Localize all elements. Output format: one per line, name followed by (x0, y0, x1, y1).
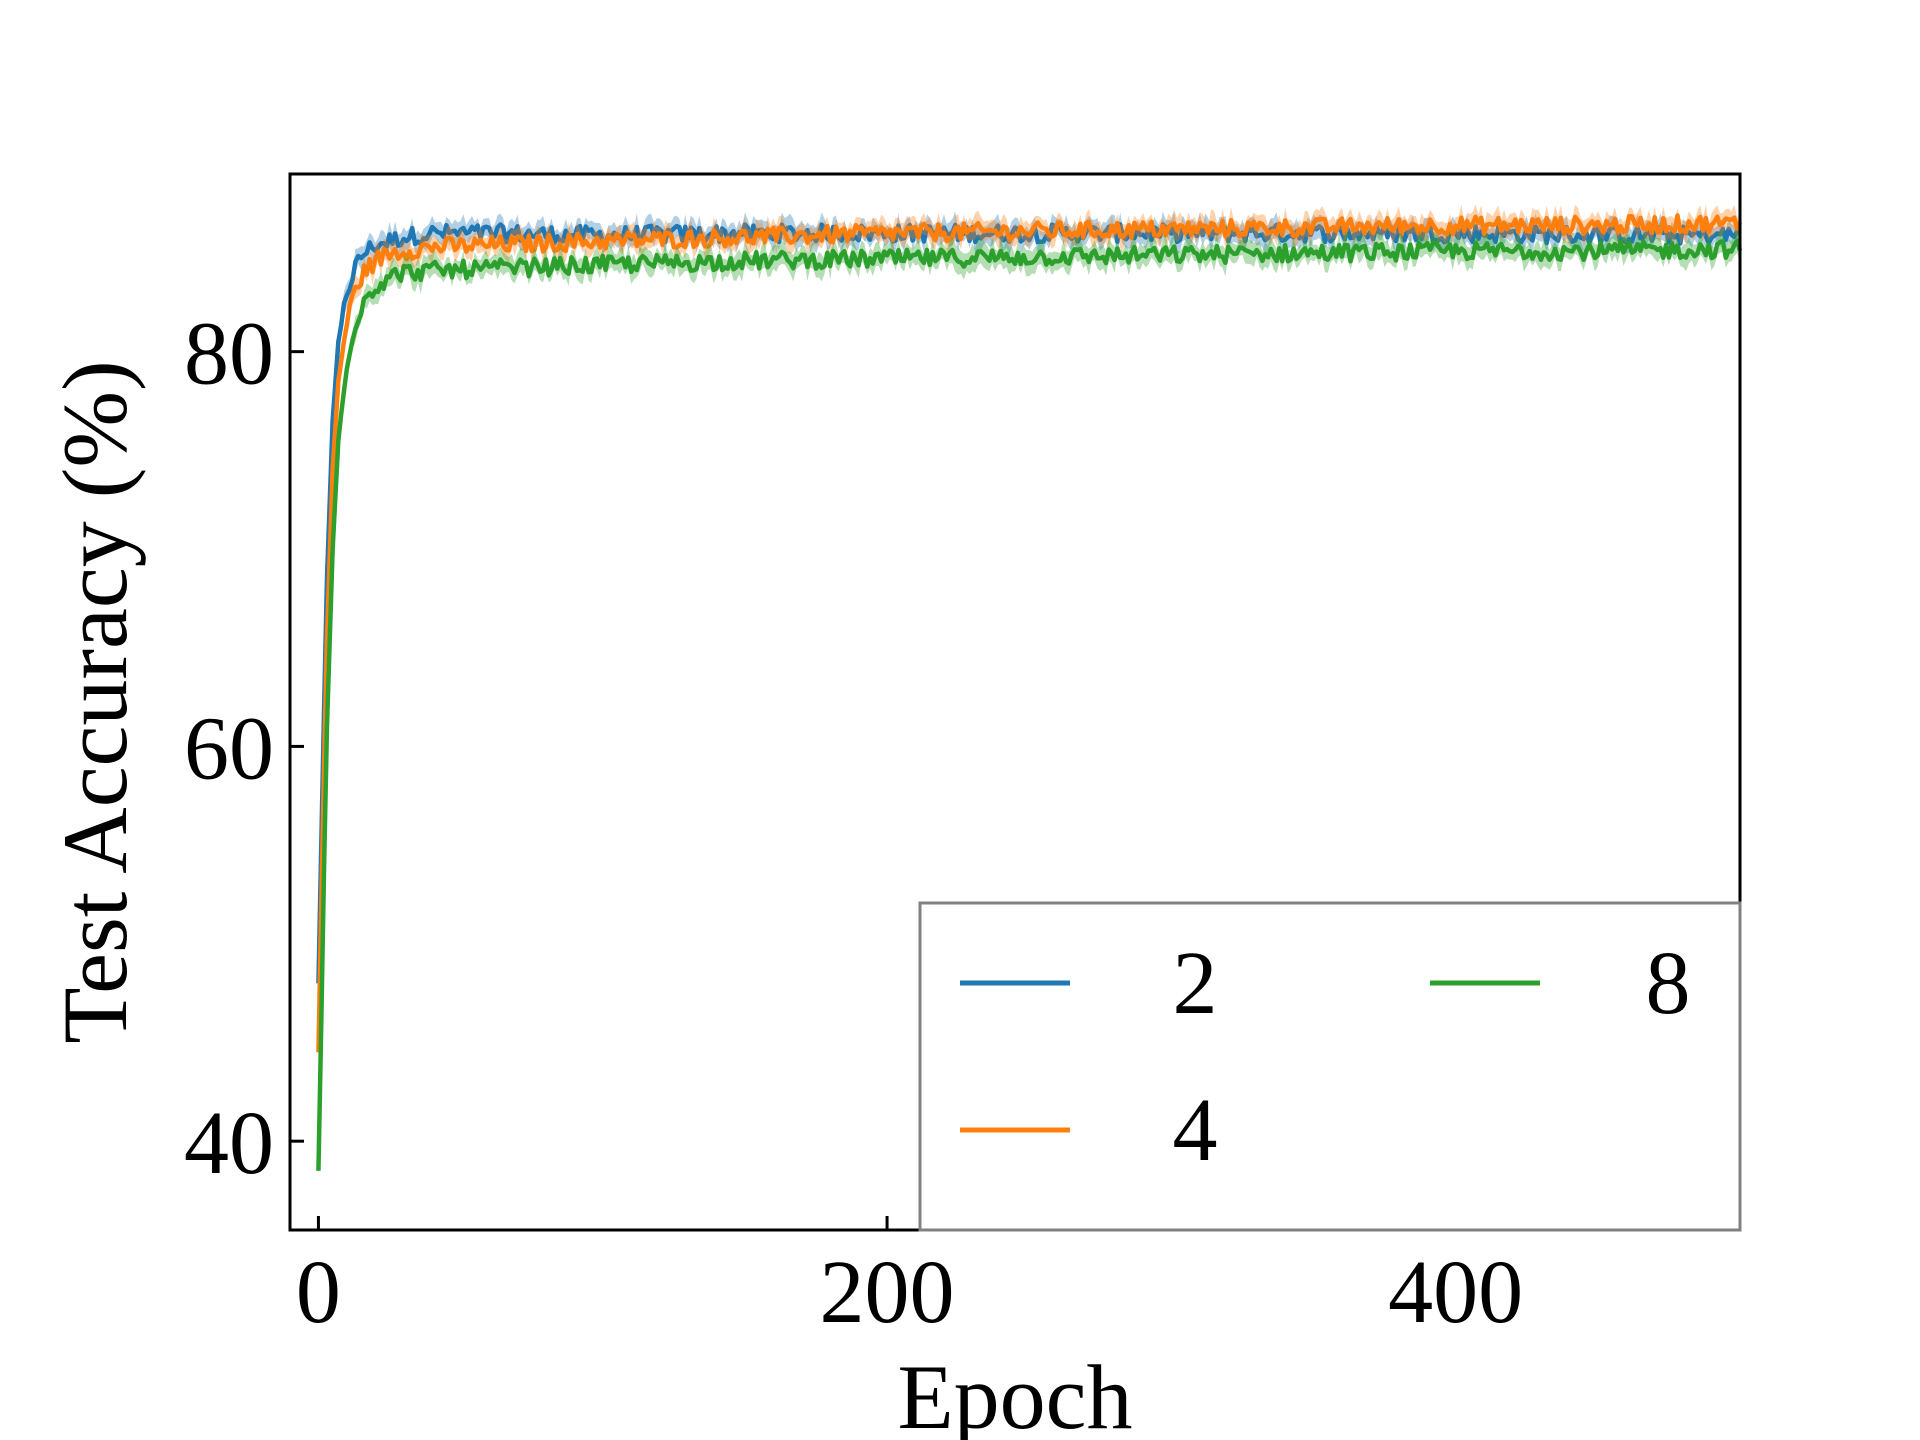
series-2-line (316, 222, 1742, 984)
y-axis-label: Test Accuracy (%) (44, 360, 146, 1043)
series-4-line (316, 213, 1743, 1053)
y-tick-label: 60 (184, 699, 274, 798)
x-tick-label: 200 (820, 1243, 955, 1342)
x-tick-label: 400 (1388, 1243, 1523, 1342)
y-tick-label: 80 (184, 305, 274, 404)
legend-label-4: 4 (1173, 1081, 1218, 1180)
ticks-layer: 0 200 400 40 60 80 (184, 305, 1523, 1342)
x-axis-label: Epoch (897, 1346, 1132, 1440)
series-8-line (316, 238, 1743, 1171)
legend-box (918, 901, 1742, 1232)
legend-entries: 2 4 8 (960, 934, 1691, 1180)
legend: 2 4 8 (918, 901, 1742, 1232)
x-tick-label: 0 (296, 1243, 341, 1342)
series-layer (316, 204, 1743, 1181)
y-tick-label: 40 (184, 1094, 274, 1193)
legend-label-2: 2 (1173, 934, 1218, 1033)
legend-label-8: 8 (1646, 934, 1691, 1033)
